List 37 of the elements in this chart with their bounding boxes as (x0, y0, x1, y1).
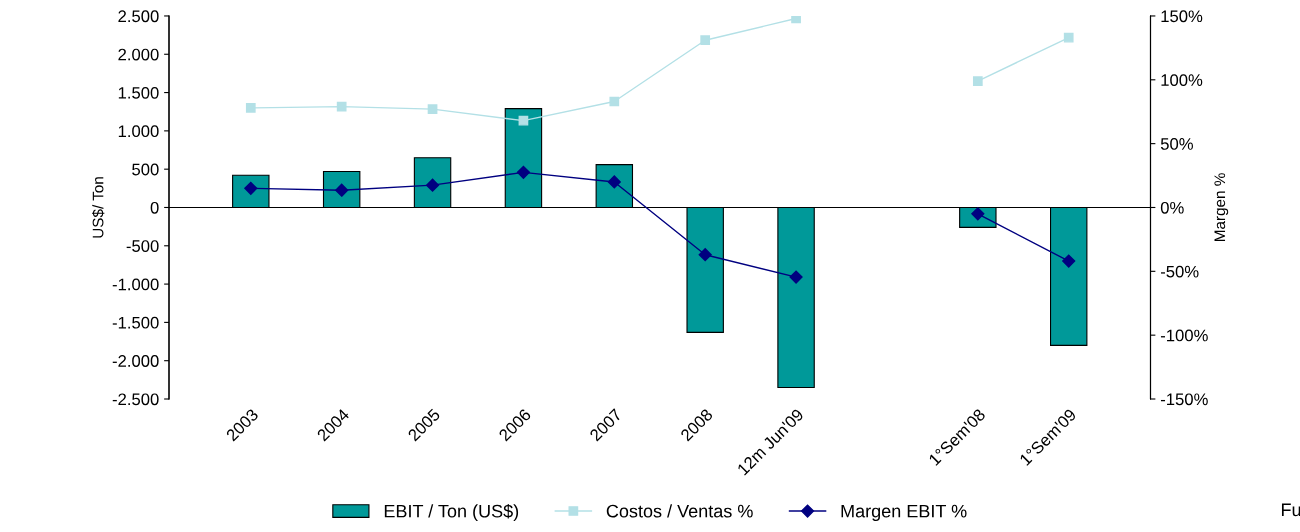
point (789, 270, 803, 284)
y-tick-label: 1.000 (118, 125, 159, 138)
y-tick-label: 1.500 (118, 86, 159, 99)
point (516, 165, 531, 179)
y2-tick-label: 0% (1160, 201, 1184, 214)
y2-tick-label: -50% (1160, 265, 1199, 278)
y-tick-label: -1.000 (112, 278, 159, 291)
y-tick-label: 2.500 (118, 10, 159, 23)
point (427, 104, 438, 115)
point (609, 96, 620, 107)
y-tick-label: 500 (132, 163, 159, 176)
y2-tick-label: 100% (1161, 74, 1203, 86)
point (1062, 254, 1076, 268)
point (518, 115, 529, 126)
legend-label: Costos / Ventas % (606, 504, 753, 518)
y2-tick-label: -150% (1160, 393, 1208, 406)
y2-tick-label: 150% (1161, 10, 1203, 23)
y-tick-label: 0 (150, 201, 159, 214)
y2-axis-title: Margen % (1214, 173, 1229, 242)
point (791, 15, 801, 24)
y-tick-label: -500 (126, 240, 159, 252)
point (698, 248, 712, 262)
point (1063, 32, 1074, 43)
y2-tick-label: -100% (1160, 329, 1208, 342)
y-tick-label: -1.500 (112, 316, 159, 329)
legend-label: EBIT / Ton (US$) (384, 503, 519, 522)
y2-tick-label: 50% (1160, 138, 1193, 150)
point (700, 35, 711, 46)
y-tick-label: 2.000 (118, 48, 159, 61)
y-axis-title: US$/ Ton (91, 177, 105, 238)
text: Fu (1281, 503, 1300, 517)
y-tick-label: -2.000 (112, 355, 159, 367)
point (336, 101, 347, 112)
y-tick-label: -2.500 (112, 393, 159, 406)
legend-label: Margen EBIT % (841, 504, 967, 522)
point (972, 76, 983, 86)
point (245, 103, 256, 113)
